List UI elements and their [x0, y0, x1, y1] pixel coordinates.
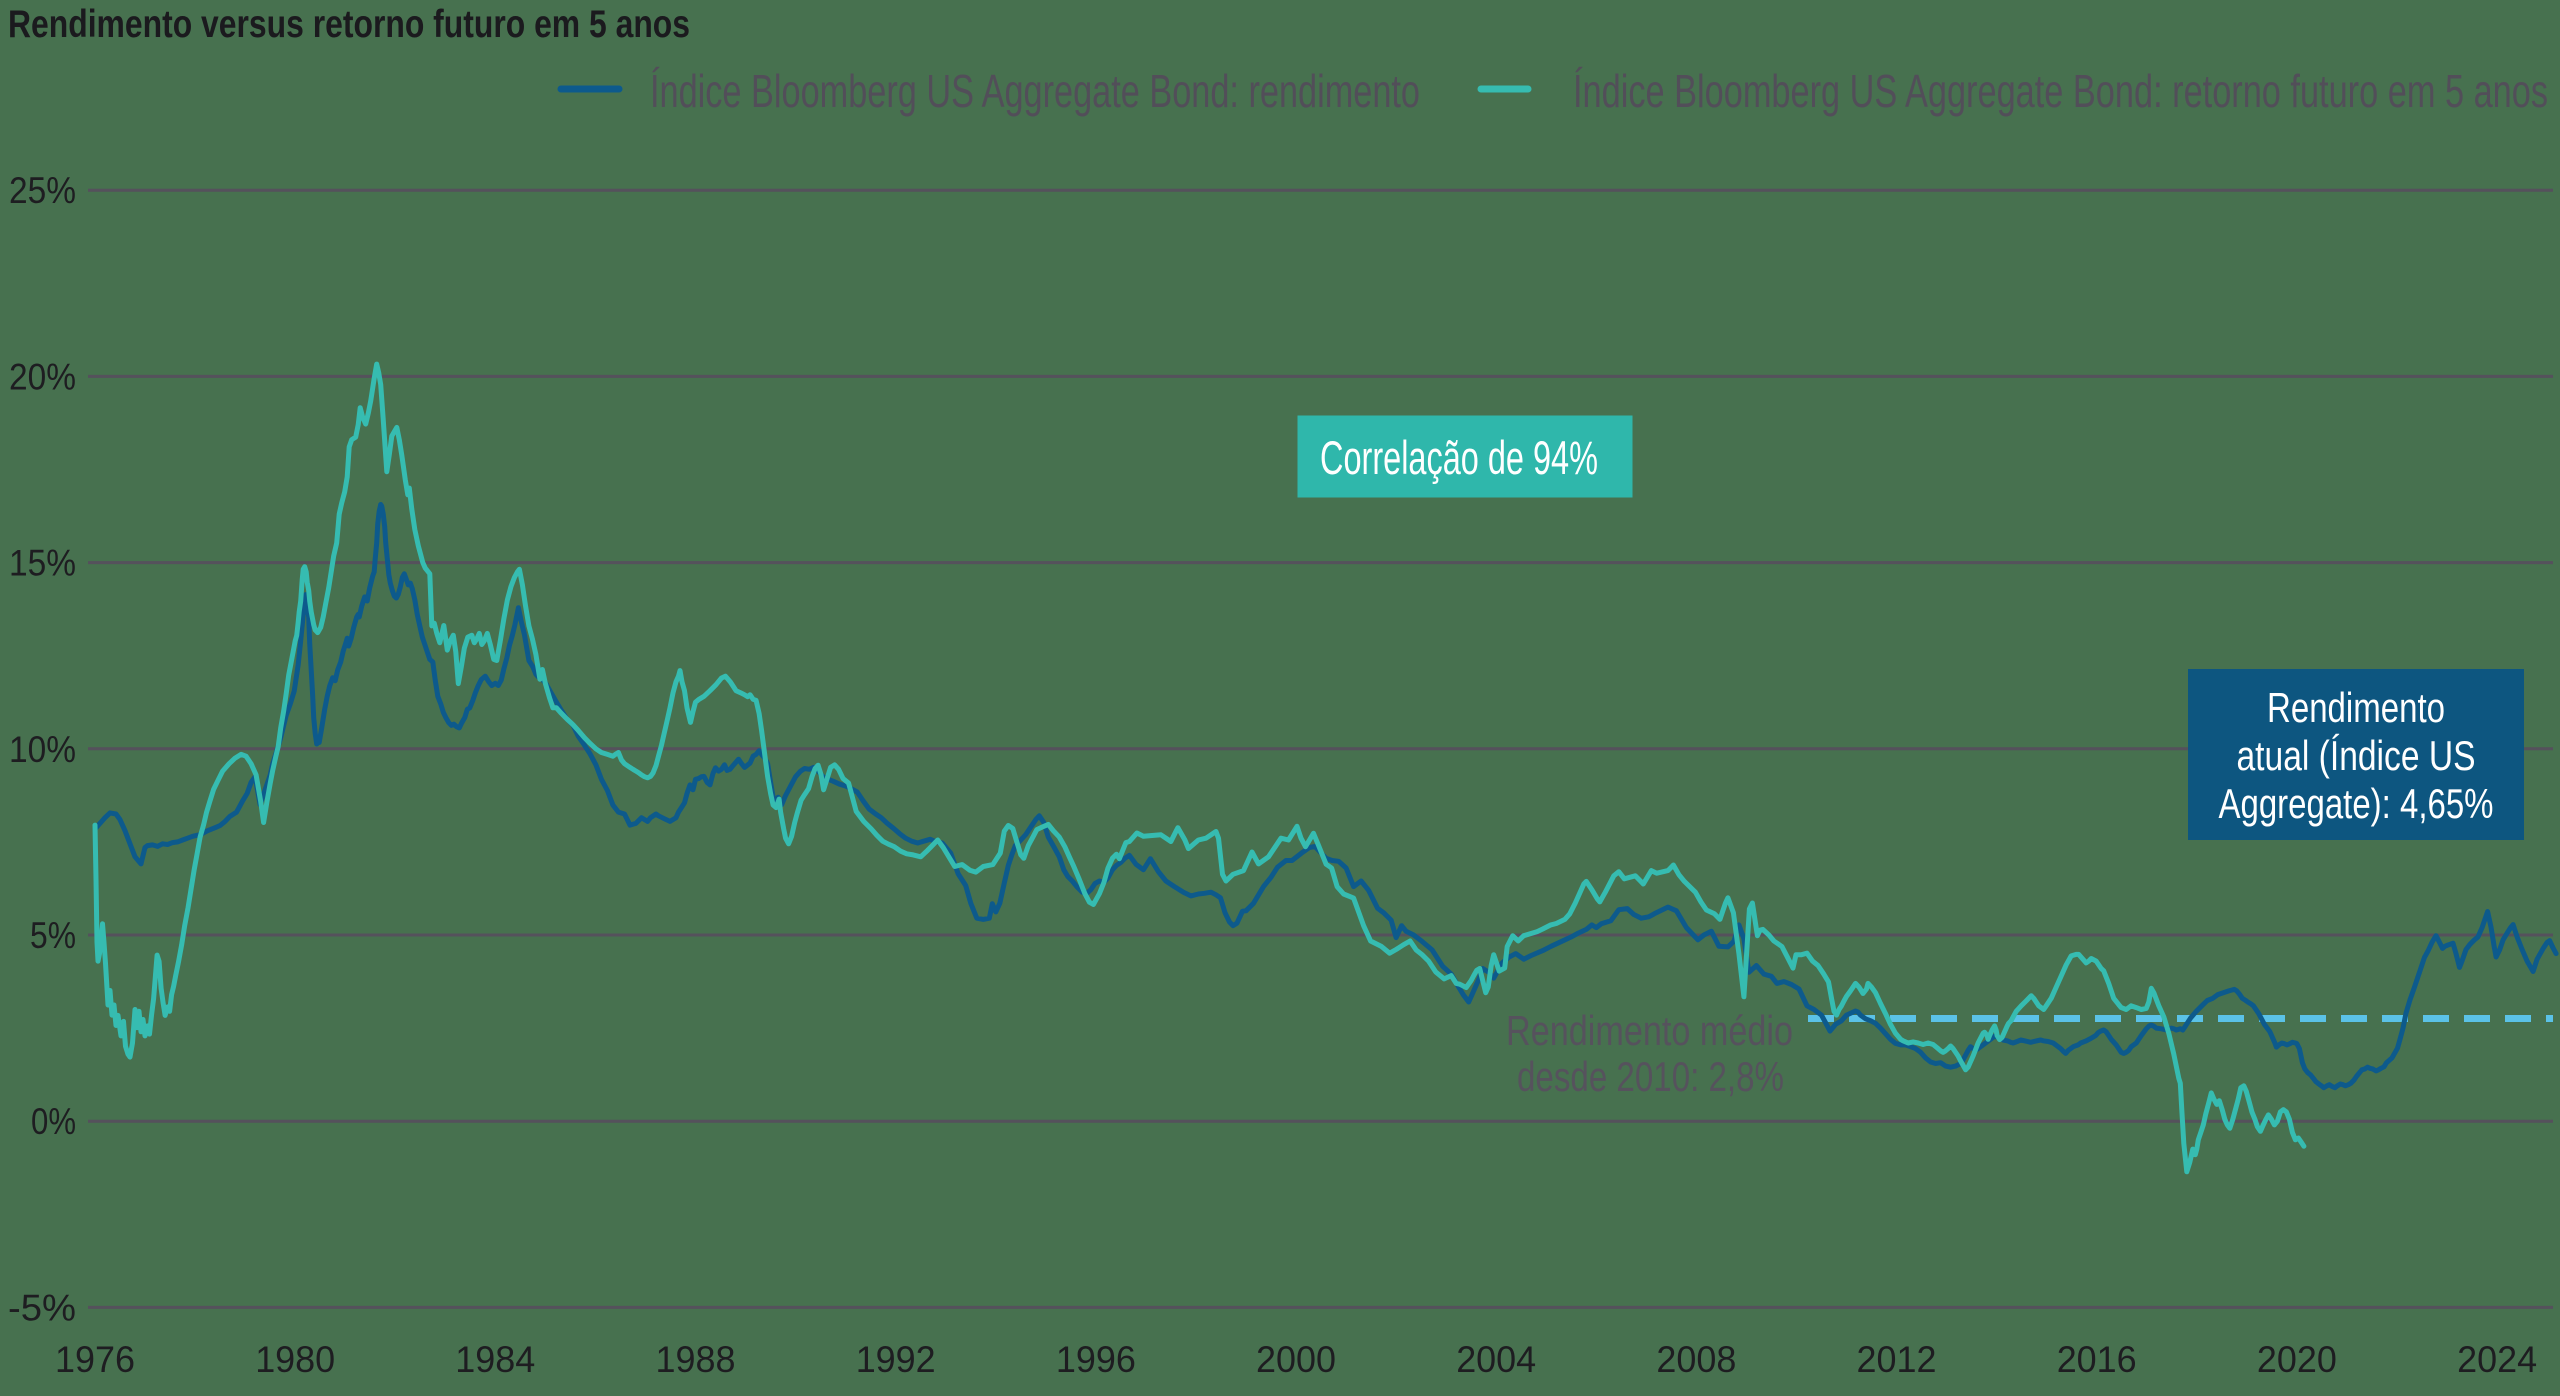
svg-text:15%: 15% [9, 543, 76, 584]
svg-text:Rendimento versus retorno futu: Rendimento versus retorno futuro em 5 an… [8, 3, 690, 46]
svg-text:1992: 1992 [856, 1339, 936, 1380]
svg-text:20%: 20% [9, 356, 76, 397]
svg-text:Índice Bloomberg US Aggregate: Índice Bloomberg US Aggregate Bond: reto… [1573, 65, 2548, 117]
svg-text:Rendimento médio: Rendimento médio [1506, 1007, 1793, 1054]
svg-text:Rendimento: Rendimento [2267, 684, 2445, 731]
svg-text:2004: 2004 [1456, 1339, 1536, 1380]
svg-text:desde 2010: 2,8%: desde 2010: 2,8% [1517, 1053, 1784, 1100]
svg-text:5%: 5% [30, 915, 76, 956]
svg-text:atual (Índice US: atual (Índice US [2237, 732, 2476, 779]
svg-text:1980: 1980 [255, 1339, 335, 1380]
svg-text:10%: 10% [9, 729, 76, 770]
svg-text:2008: 2008 [1656, 1339, 1736, 1380]
svg-text:2024: 2024 [2457, 1339, 2537, 1380]
svg-text:0%: 0% [31, 1101, 76, 1142]
svg-text:1984: 1984 [455, 1339, 535, 1380]
svg-text:Aggregate): 4,65%: Aggregate): 4,65% [2219, 780, 2494, 827]
svg-text:1996: 1996 [1056, 1339, 1136, 1380]
svg-text:2012: 2012 [1857, 1339, 1937, 1380]
svg-text:Correlação de 94%: Correlação de 94% [1320, 431, 1598, 484]
svg-text:-5%: -5% [8, 1287, 76, 1328]
svg-text:Índice Bloomberg US Aggregate: Índice Bloomberg US Aggregate Bond: rend… [650, 65, 1420, 117]
svg-text:1976: 1976 [55, 1339, 135, 1380]
svg-text:2016: 2016 [2057, 1339, 2137, 1380]
svg-text:2000: 2000 [1256, 1339, 1336, 1380]
svg-text:2020: 2020 [2257, 1339, 2337, 1380]
svg-text:25%: 25% [9, 170, 76, 211]
svg-text:1988: 1988 [656, 1339, 736, 1380]
